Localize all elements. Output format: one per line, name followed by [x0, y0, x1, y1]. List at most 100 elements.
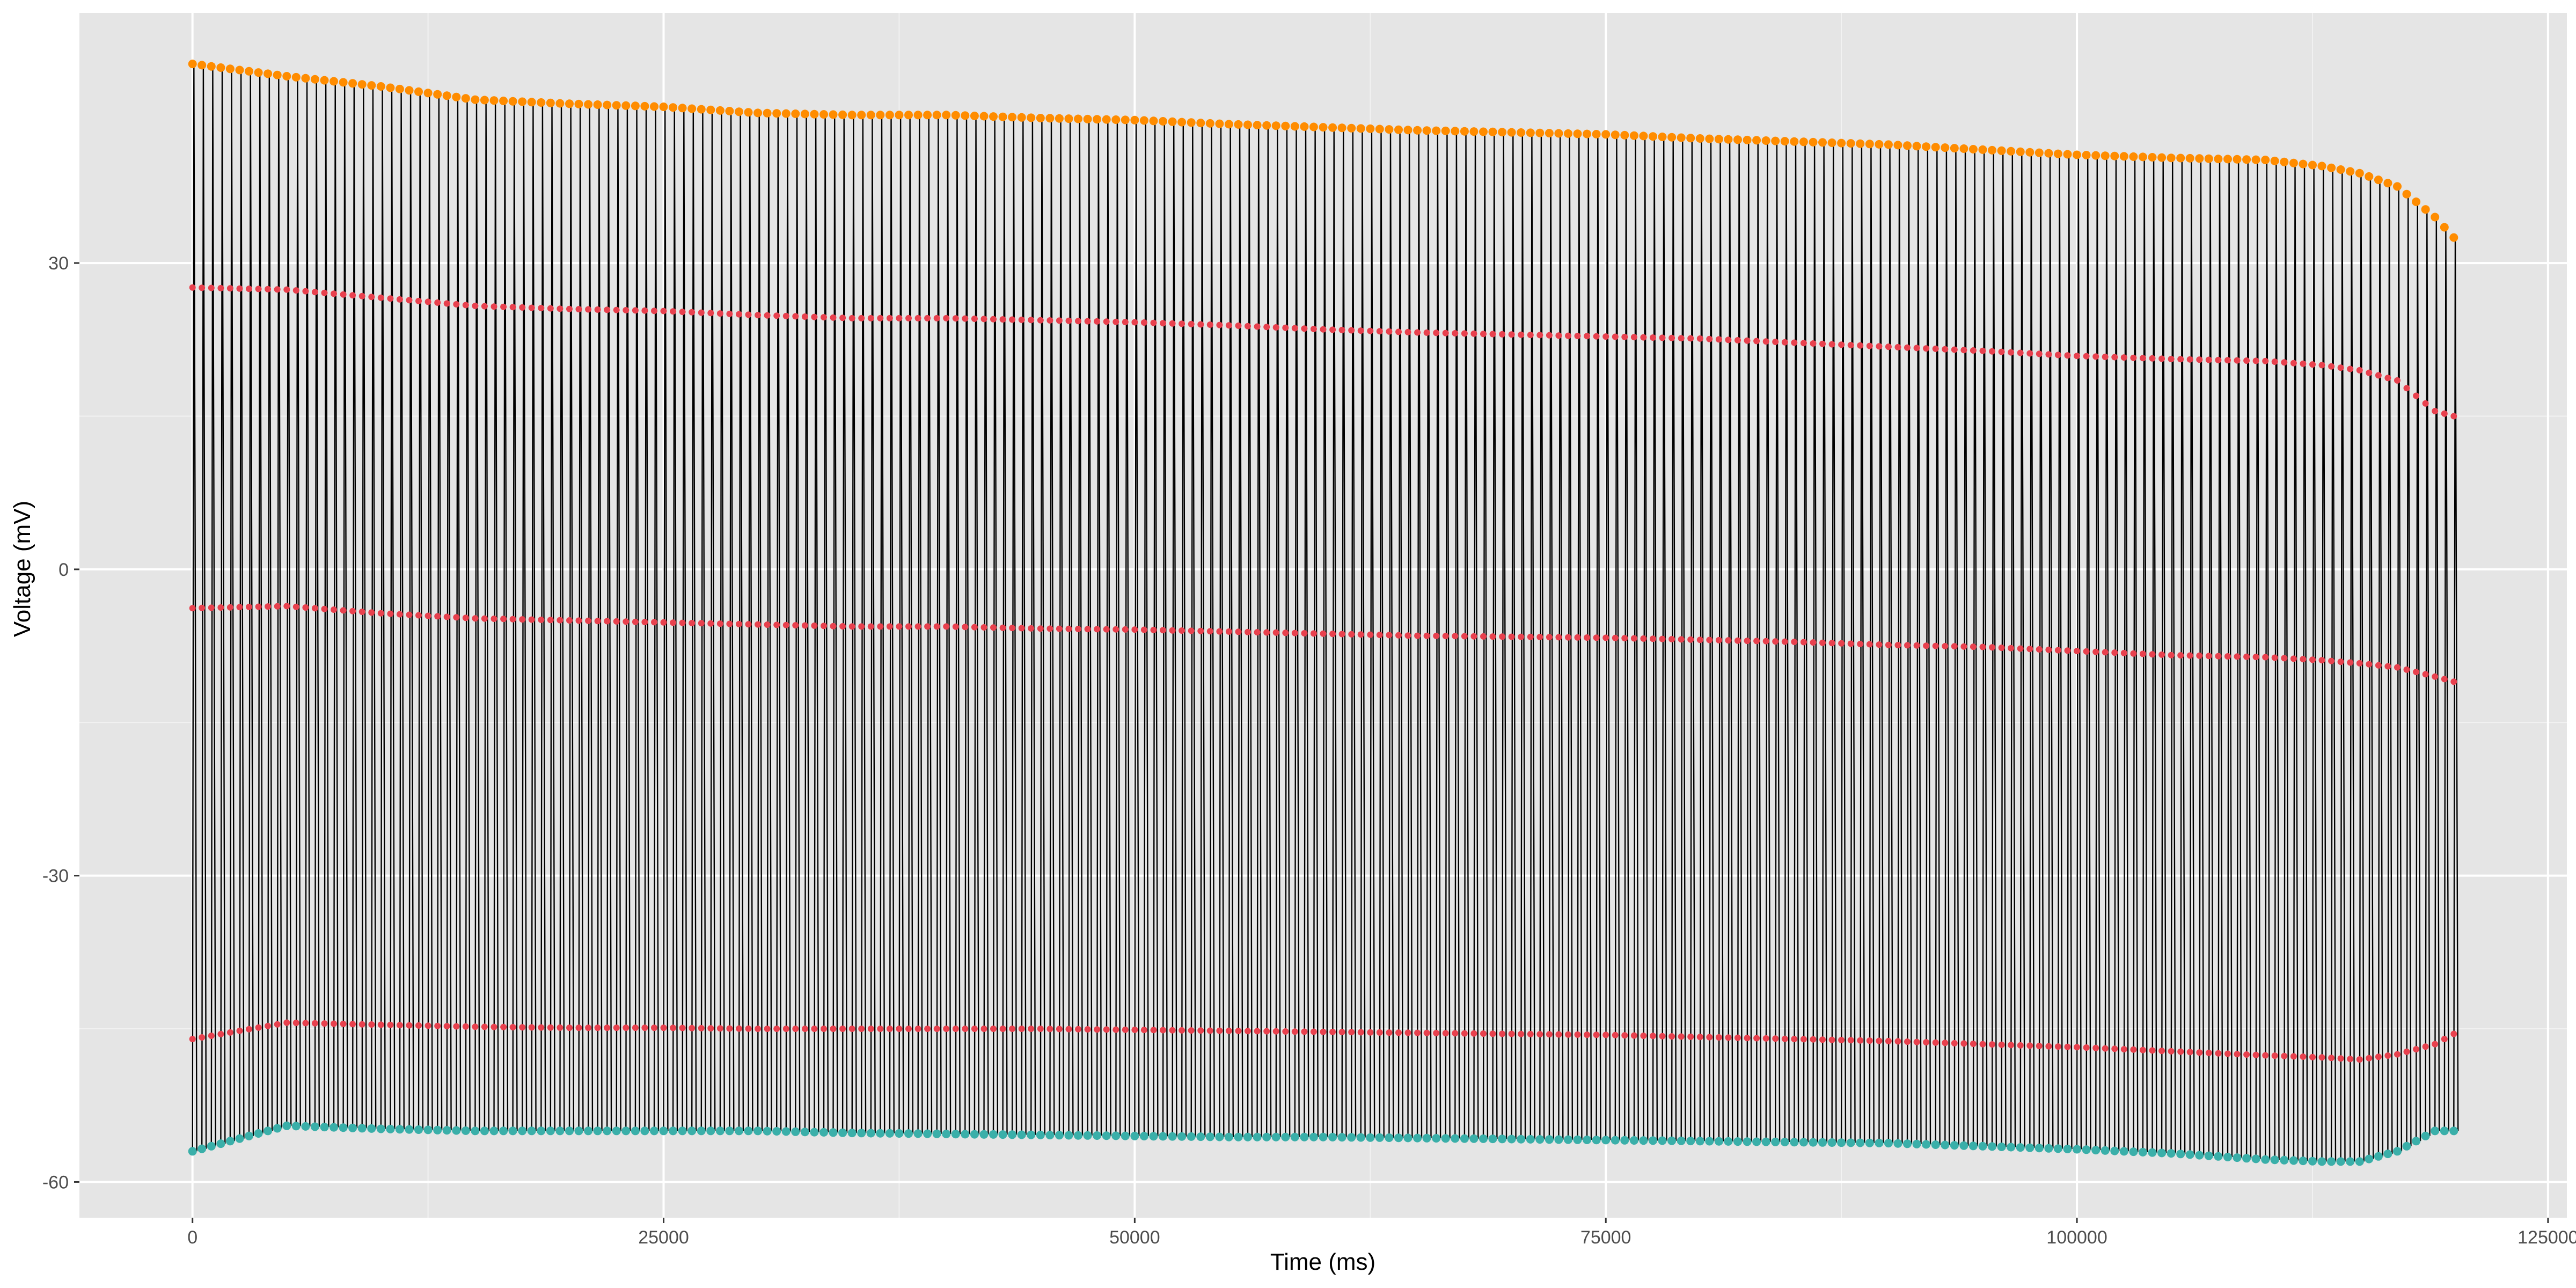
marker-point [2157, 153, 2167, 162]
marker-point [1584, 634, 1591, 641]
marker-point [1573, 1135, 1582, 1144]
marker-point [349, 608, 356, 614]
marker-point [425, 612, 431, 619]
marker-point [1790, 1138, 1799, 1147]
marker-point [2337, 658, 2344, 665]
marker-point [2309, 656, 2316, 663]
marker-point [377, 294, 384, 301]
marker-point [557, 1024, 564, 1031]
marker-point [1667, 133, 1677, 142]
marker-point [1291, 325, 1298, 332]
marker-point [2383, 1150, 2392, 1159]
marker-point [821, 1026, 827, 1032]
marker-point [1008, 113, 1017, 122]
marker-point [2393, 1147, 2402, 1156]
marker-point [1224, 120, 1233, 129]
marker-point [1518, 331, 1525, 338]
marker-point [914, 314, 921, 321]
marker-point [810, 109, 819, 119]
marker-point [612, 101, 621, 110]
marker-point [2308, 160, 2317, 170]
marker-point [349, 1021, 356, 1028]
marker-point [462, 614, 469, 621]
marker-point [283, 1019, 290, 1026]
marker-point [2318, 1054, 2325, 1061]
marker-point [914, 623, 921, 630]
marker-point [2393, 182, 2402, 191]
marker-point [1725, 336, 1732, 343]
marker-point [2309, 1053, 2316, 1060]
marker-point [1715, 1034, 1722, 1041]
marker-point [1320, 1028, 1327, 1035]
marker-point [725, 107, 734, 115]
marker-point [1337, 1133, 1346, 1142]
marker-point [1461, 330, 1468, 337]
marker-point [1659, 635, 1666, 642]
marker-point [555, 99, 565, 108]
marker-point [396, 296, 403, 303]
marker-point [876, 1129, 885, 1138]
marker-point [1452, 1030, 1459, 1037]
marker-point [2053, 149, 2062, 158]
marker-point [1441, 1134, 1450, 1143]
marker-point [1951, 643, 1958, 650]
marker-point [1009, 316, 1016, 323]
marker-point [1009, 1026, 1016, 1032]
marker-point [1893, 141, 1902, 150]
marker-point [1282, 324, 1289, 331]
marker-point [1573, 129, 1582, 138]
marker-point [1762, 1035, 1769, 1042]
marker-point [2045, 351, 2052, 358]
marker-point [980, 316, 987, 323]
marker-point [990, 1026, 997, 1032]
marker-point [1781, 638, 1788, 645]
marker-point [1989, 348, 1995, 355]
marker-point [2449, 233, 2458, 242]
marker-point [2186, 652, 2193, 659]
marker-point [1809, 137, 1818, 147]
marker-point [499, 97, 508, 105]
marker-point [1179, 627, 1185, 634]
marker-point [782, 1026, 789, 1032]
marker-point [1263, 324, 1270, 331]
marker-point [207, 1141, 216, 1151]
marker-point [2403, 385, 2410, 392]
marker-point [1414, 329, 1421, 336]
marker-point [1338, 1029, 1345, 1036]
marker-point [772, 109, 781, 118]
marker-point [659, 103, 668, 111]
marker-point [331, 606, 337, 613]
marker-point [1394, 1133, 1403, 1143]
marker-point [1828, 640, 1835, 647]
marker-point [2289, 158, 2298, 167]
marker-point [811, 313, 818, 320]
marker-point [1555, 634, 1562, 641]
marker-point [961, 111, 970, 120]
marker-point [2036, 646, 2043, 653]
marker-point [1320, 326, 1327, 333]
marker-point [1159, 1132, 1167, 1141]
marker-point [2290, 655, 2297, 662]
marker-point [1423, 632, 1430, 639]
marker-point [1735, 637, 1741, 644]
marker-point [2347, 659, 2354, 666]
marker-point [1310, 1028, 1317, 1035]
marker-point [1554, 129, 1563, 138]
marker-point [2375, 1053, 2382, 1060]
marker-point [1846, 139, 1855, 148]
marker-point [2176, 1150, 2185, 1159]
marker-point [584, 100, 593, 109]
series-lower-marker [189, 1019, 2457, 1063]
marker-point [782, 312, 789, 319]
marker-point [1904, 344, 1911, 351]
y-tick-label: -30 [42, 866, 69, 887]
marker-point [1800, 639, 1807, 646]
marker-point [1649, 132, 1657, 141]
marker-point [2300, 360, 2307, 367]
marker-point [1904, 642, 1911, 649]
y-tick-label: 30 [48, 253, 69, 274]
marker-point [1140, 319, 1147, 326]
marker-point [340, 607, 347, 614]
marker-point [847, 1129, 857, 1138]
marker-point [1055, 114, 1064, 123]
